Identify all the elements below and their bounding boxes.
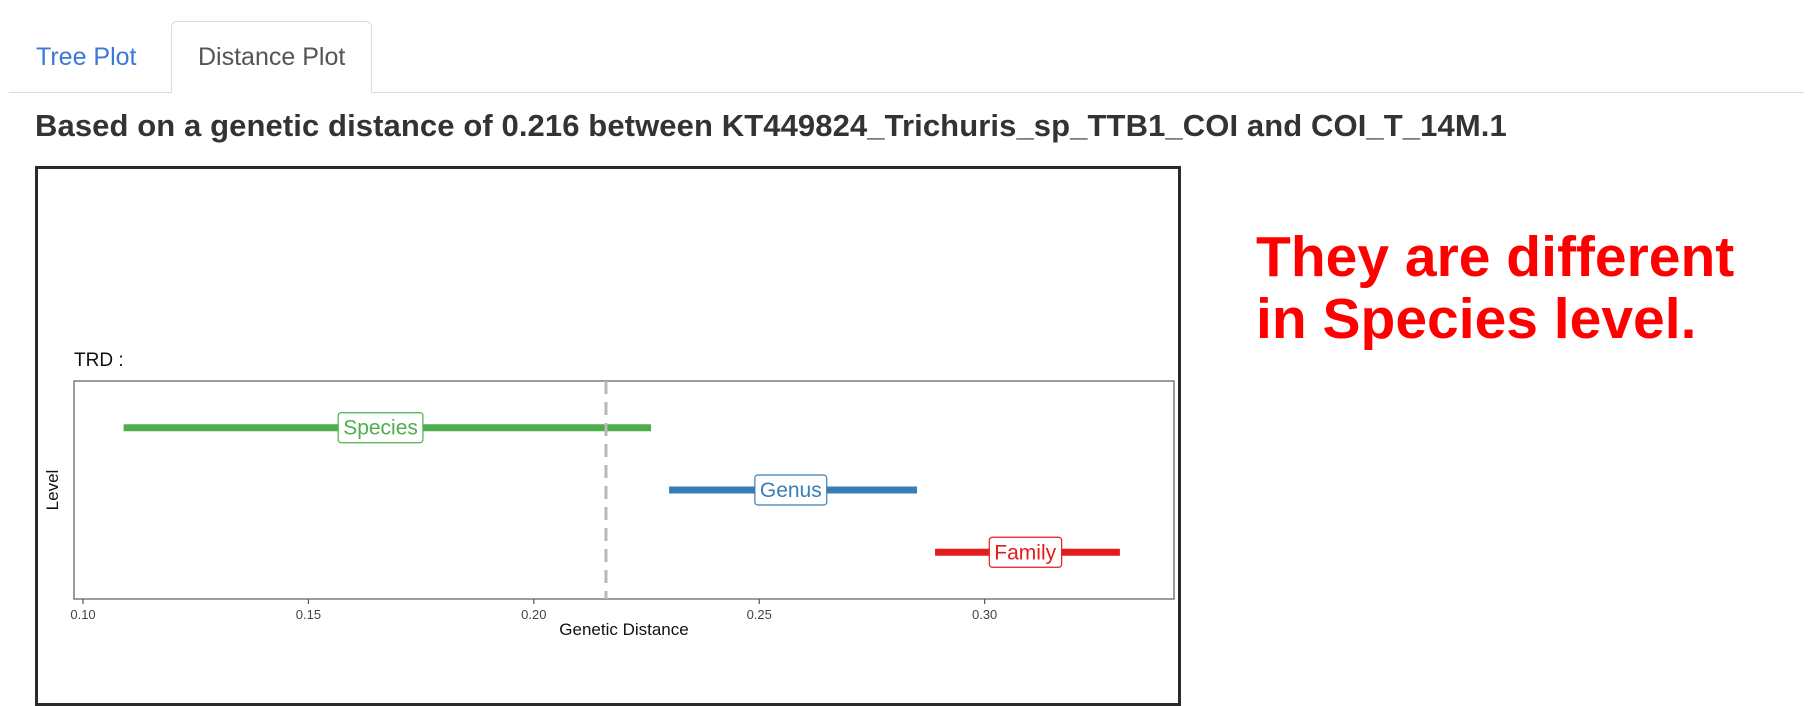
x-tick-label: 0.30 bbox=[972, 607, 997, 622]
range-label-text: Family bbox=[994, 541, 1056, 564]
x-axis-title: Genetic Distance bbox=[559, 620, 688, 639]
y-axis-title: Level bbox=[43, 470, 62, 511]
x-tick-label: 0.25 bbox=[747, 607, 772, 622]
range-label-box bbox=[988, 536, 1063, 568]
range-label-text: Species bbox=[343, 417, 418, 440]
x-tick-label: 0.10 bbox=[70, 607, 95, 622]
verdict-line-1: They are different bbox=[1256, 225, 1735, 289]
range-label-text: Genus bbox=[760, 479, 822, 502]
range-label-genus: Genus bbox=[754, 474, 828, 506]
range-labels: Species Genus Family bbox=[337, 412, 1063, 568]
distance-range-chart: TRD : 0.10 0.15 0.20 0.25 0.30 Species Genus F… bbox=[43, 350, 1175, 639]
distance-headline: Based on a genetic distance of 0.216 bet… bbox=[35, 108, 1507, 143]
verdict-message: They are different in Species level. bbox=[1256, 226, 1734, 350]
tab-tree-plot[interactable]: Tree Plot bbox=[36, 43, 137, 71]
x-axis: 0.10 0.15 0.20 0.25 0.30 bbox=[70, 599, 997, 622]
panel-title: TRD : bbox=[74, 350, 124, 371]
x-tick-label: 0.20 bbox=[521, 607, 546, 622]
range-label-box bbox=[337, 412, 424, 444]
x-tick-label: 0.15 bbox=[296, 607, 321, 622]
tab-distance-plot[interactable]: Distance Plot bbox=[171, 21, 373, 93]
range-label-species: Species bbox=[337, 412, 424, 444]
verdict-line-2: in Species level. bbox=[1256, 287, 1697, 351]
tab-bar: Tree Plot Distance Plot bbox=[9, 0, 1804, 93]
distance-plot-frame: TRD : 0.10 0.15 0.20 0.25 0.30 Species Genus F… bbox=[35, 166, 1181, 706]
range-label-box bbox=[754, 474, 828, 506]
range-label-family: Family bbox=[988, 536, 1063, 568]
